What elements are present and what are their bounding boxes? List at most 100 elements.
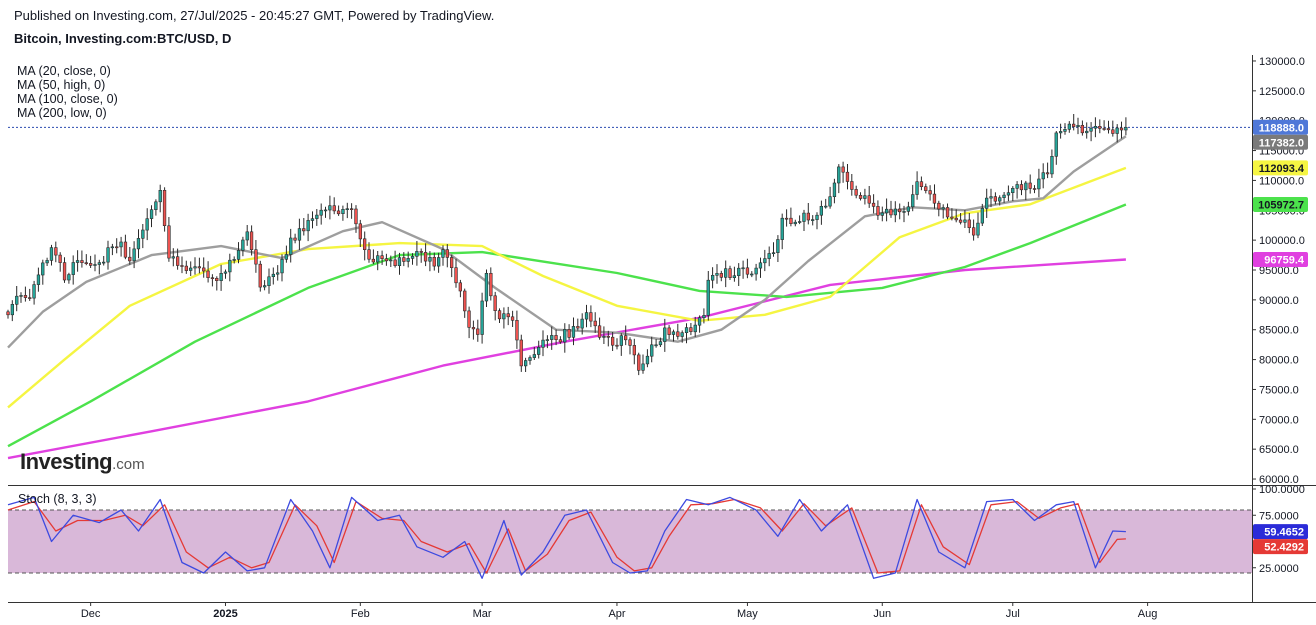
candle-up [75,260,80,263]
ma-legend-item-ma50[interactable]: MA (50, high, 0) [17,78,106,92]
candle-up [815,214,819,220]
candle-down [349,208,354,210]
candle-up [580,318,584,329]
candle-up [41,262,45,276]
candle-down [206,270,210,278]
candle-down [123,241,128,258]
candle-up [389,259,393,262]
candle-up [480,300,484,335]
stoch-legend[interactable]: Stoch (8, 3, 3) [18,492,97,506]
candle-up [880,212,884,216]
candle-down [958,219,963,223]
candle-down [789,217,793,224]
ma100-tag: 105972.7 [1258,200,1304,212]
candle-up [280,258,284,274]
candle-up [484,272,489,302]
candle-down [162,190,167,227]
candle-up [550,335,554,340]
time-axis[interactable]: Dec 2025 Feb Mar Apr May Jun Jul Aug [81,602,1158,620]
ma100-path [7,203,1127,448]
candle-down [1019,184,1024,191]
candle-down [854,189,858,196]
time-tick-label: Jul [1006,608,1020,620]
stoch-axis[interactable]: 25.0000 75.0000 100.0000 [1252,484,1305,575]
ma200-path [7,258,1126,460]
candle-down [419,251,423,253]
candle-up [397,257,402,267]
candle-down [576,326,580,329]
candle-up [319,209,323,216]
candle-down [667,327,671,335]
ma20-tag: 117382.0 [1259,137,1304,149]
candle-up [658,341,663,346]
price-tick-label: 90000.0 [1259,295,1299,307]
candle-up [884,208,889,214]
candle-up [93,264,97,266]
candle-up [245,231,249,241]
candle-up [680,332,684,337]
candle-down [167,225,171,259]
stoch-tick-label: 25.0000 [1259,563,1299,575]
ma-legend-item-ma200[interactable]: MA (200, low, 0) [17,106,107,120]
candle-up [102,261,106,264]
candle-down [467,310,471,328]
candle-up [345,208,349,210]
candle-down [676,331,680,337]
candle-down [6,311,10,316]
candle-down [497,310,502,320]
candle-down [919,181,924,187]
candle-up [563,329,567,343]
price-tick-label: 75000.0 [1259,384,1299,396]
candle-down [454,267,458,284]
candle-down [558,339,563,343]
candle-up [323,209,328,212]
candle-down [180,265,184,267]
time-tick-label: Aug [1138,608,1158,620]
candle-down [615,344,619,347]
candle-up [19,295,23,297]
price-tick-label: 100000.0 [1259,235,1305,247]
price-tick-label: 130000.0 [1259,56,1305,68]
candle-up [998,197,1002,202]
candle-down [954,217,958,221]
candle-up [763,258,767,264]
candle-up [732,275,737,279]
symbol-title[interactable]: Bitcoin, Investing.com:BTC/USD, D [14,31,232,46]
candle-up [1067,123,1072,130]
candle-up [1085,130,1089,134]
candle-up [241,239,245,251]
candle-up [780,217,784,240]
candle-up [702,315,706,318]
candle-up [145,218,149,231]
candle-down [54,247,58,256]
candle-up [428,256,432,262]
candle-down [384,258,389,262]
candle-up [1063,129,1067,132]
candle-up [171,256,175,259]
candle-up [837,166,841,184]
candle-down [493,295,497,311]
stoch-band [8,510,1252,573]
candle-up [315,214,319,219]
candle-down [871,202,876,207]
candle-down [606,335,610,338]
stoch-k-line [7,496,1126,579]
candle-down [728,268,732,279]
candle-up [1059,131,1063,134]
candle-down [128,256,132,262]
candle-up [754,267,758,275]
candle-up [1006,192,1011,196]
candle-up [571,326,576,338]
ma-legend-item-ma100[interactable]: MA (100, close, 0) [17,92,118,106]
ma50-line [7,166,1127,409]
candle-up [267,276,271,286]
ma100-line [7,203,1127,448]
candle-up [532,354,537,358]
candle-down [293,237,297,241]
candle-up [289,237,293,255]
ma-legend-item-ma20[interactable]: MA (20, close, 0) [17,64,111,78]
candle-up [741,267,745,270]
candle-down [519,339,523,367]
candle-down [841,166,845,173]
